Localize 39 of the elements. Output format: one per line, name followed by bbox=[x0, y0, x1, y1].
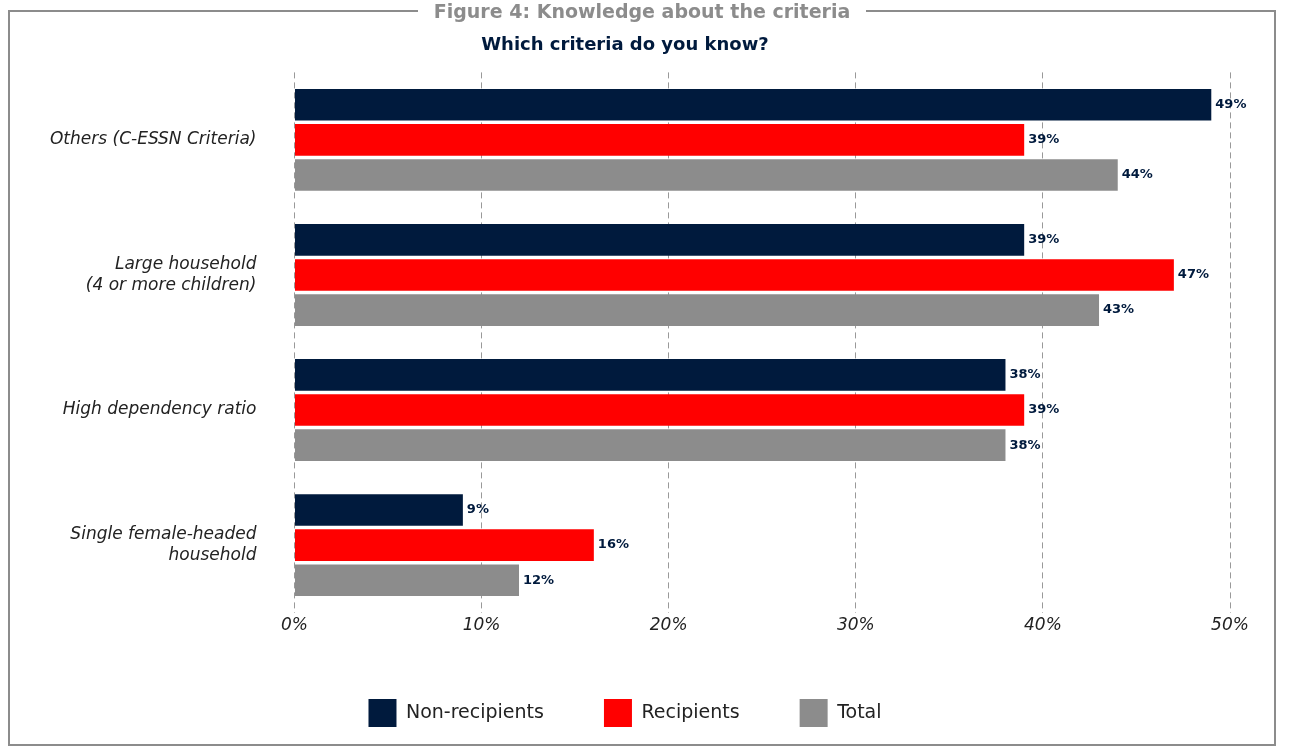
bar bbox=[294, 359, 1006, 391]
data-label: 49% bbox=[1215, 96, 1247, 112]
data-label: 39% bbox=[1028, 231, 1060, 247]
y-tick-label: Large household (4 or more children) bbox=[85, 253, 257, 294]
bar bbox=[294, 564, 519, 596]
x-tick-label: 20% bbox=[649, 614, 688, 635]
x-tick-label: 0% bbox=[280, 614, 308, 635]
legend-label: Recipients bbox=[641, 699, 740, 722]
bar bbox=[294, 394, 1025, 426]
x-tick-label: 30% bbox=[836, 614, 875, 635]
y-tick-label: High dependency ratio bbox=[62, 398, 257, 419]
y-tick-label: Others (C-ESSN Criteria) bbox=[49, 128, 257, 149]
data-label: 16% bbox=[597, 536, 629, 552]
data-label: 39% bbox=[1028, 401, 1060, 417]
data-label: 12% bbox=[523, 571, 555, 587]
bar bbox=[294, 124, 1025, 156]
bar bbox=[294, 429, 1006, 461]
chart-title: Figure 4: Knowledge about the criteria bbox=[432, 0, 852, 22]
bar bbox=[294, 259, 1174, 291]
data-label: 39% bbox=[1028, 131, 1060, 147]
bar bbox=[294, 494, 463, 526]
data-label: 47% bbox=[1177, 266, 1209, 282]
legend-label: Non-recipients bbox=[405, 699, 544, 722]
data-label: 44% bbox=[1121, 166, 1153, 182]
bar bbox=[294, 159, 1118, 191]
data-label: 38% bbox=[1009, 436, 1041, 452]
bar bbox=[294, 89, 1212, 121]
chart-subtitle: Which criteria do you know? bbox=[481, 33, 769, 55]
legend-label: Total bbox=[836, 699, 882, 722]
y-tick-label: Single female-headed household bbox=[70, 523, 257, 564]
x-tick-label: 40% bbox=[1024, 614, 1062, 635]
bar bbox=[294, 294, 1100, 326]
bar bbox=[294, 224, 1025, 256]
bar bbox=[294, 529, 594, 561]
data-label: 38% bbox=[1009, 366, 1041, 382]
data-label: 9% bbox=[466, 501, 489, 517]
x-tick-label: 10% bbox=[462, 614, 501, 635]
data-label: 43% bbox=[1103, 301, 1135, 317]
x-tick-label: 50% bbox=[1211, 614, 1249, 635]
